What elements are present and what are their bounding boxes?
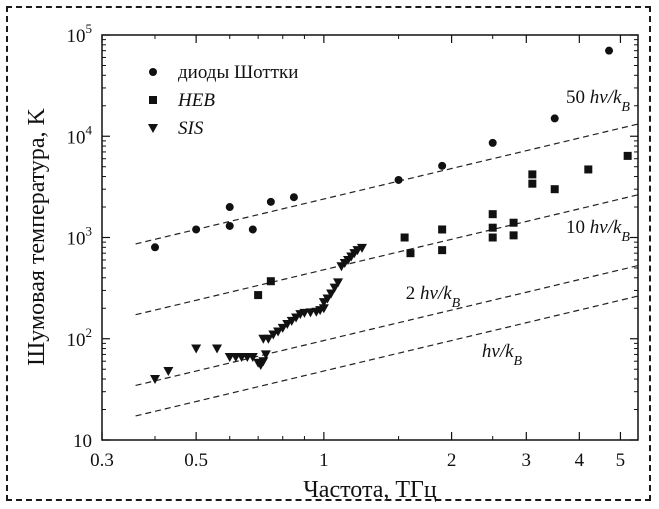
sis-point [357, 243, 368, 253]
x-tick-label: 2 [447, 450, 457, 471]
heb-point [509, 231, 518, 240]
ref-line-1 [135, 295, 638, 417]
schottky-point [438, 161, 447, 170]
heb-point [406, 249, 415, 258]
heb-point [488, 223, 497, 232]
schottky-point [488, 138, 497, 147]
sis-point [163, 367, 174, 377]
schottky-point [192, 225, 201, 234]
ref-line-2 [135, 264, 638, 387]
heb-point [550, 185, 559, 194]
schottky-point [225, 203, 234, 212]
heb-point [584, 165, 593, 174]
y-tick-label: 10 [73, 431, 92, 452]
legend-marker-schottky [149, 68, 157, 76]
heb-point [528, 170, 537, 179]
y-axis-title: Шумовая температура, K [24, 107, 50, 365]
schottky-point [289, 193, 298, 202]
x-tick-label: 3 [522, 450, 532, 471]
sis-point [260, 350, 271, 360]
sis-point [191, 344, 202, 354]
legend-marker-sis [148, 124, 158, 133]
legend-label-schottky: диоды Шоттки [178, 62, 298, 83]
sis-point [277, 323, 288, 333]
figure-frame [6, 6, 651, 501]
sis-point [333, 278, 344, 288]
x-tick-label: 0.3 [90, 450, 114, 471]
sis-point [212, 344, 223, 354]
heb-point [488, 233, 497, 242]
legend-label-sis: SIS [178, 118, 204, 139]
sis-point [268, 330, 279, 340]
heb-point [254, 291, 263, 300]
heb-point [509, 218, 518, 227]
sis-point [318, 304, 329, 314]
heb-point [438, 246, 447, 255]
x-tick-label: 5 [616, 450, 626, 471]
schottky-point [225, 221, 234, 230]
sis-point [326, 289, 337, 299]
legend: диоды Шоттки HEB SIS [148, 62, 298, 139]
heb-point [400, 233, 409, 242]
sis-point [322, 294, 333, 304]
x-axis-ticks: 0.3 0.5 1 2 3 4 5 [90, 35, 625, 471]
ref-label-50: 50 hν/kB [566, 87, 630, 115]
x-tick-label: 4 [575, 450, 585, 471]
schottky-point [248, 225, 257, 234]
sis-point [150, 375, 161, 385]
y-tick-label: 104 [67, 122, 93, 148]
legend-marker-heb [149, 96, 157, 104]
ref-label-1: hν/kB [482, 341, 523, 369]
y-tick-label: 103 [67, 224, 93, 250]
heb-point [488, 210, 497, 219]
y-tick-label: 105 [67, 21, 93, 47]
ref-line-50 [135, 123, 638, 245]
sis-point [299, 308, 310, 318]
schottky-point [151, 243, 160, 252]
y-axis-ticks: 10 102 103 104 105 [67, 21, 638, 452]
ref-line-10 [135, 194, 638, 316]
sis-point [258, 357, 269, 367]
x-tick-label: 0.5 [184, 450, 208, 471]
heb-point [266, 277, 275, 286]
schottky-point [605, 46, 614, 55]
schottky-point [394, 175, 403, 184]
sis-point [329, 283, 340, 293]
heb-point [623, 151, 632, 160]
sis-point [263, 334, 274, 344]
data-markers [150, 46, 632, 385]
reference-lines: 50 hν/kB 10 hν/kB 2 hν/kB hν/kB [135, 87, 638, 417]
x-axis-title: Частота, ТГц [303, 477, 437, 503]
x-tick-label: 1 [319, 450, 329, 471]
y-tick-label: 102 [67, 325, 93, 351]
sis-point [273, 327, 284, 337]
ref-label-10: 10 hν/kB [566, 217, 630, 245]
legend-label-heb: HEB [177, 90, 215, 111]
heb-point [528, 179, 537, 188]
sis-point [247, 353, 258, 363]
heb-point [438, 225, 447, 234]
schottky-point [550, 114, 559, 123]
schottky-point [266, 197, 275, 206]
ref-label-2: 2 hν/kB [406, 283, 461, 311]
